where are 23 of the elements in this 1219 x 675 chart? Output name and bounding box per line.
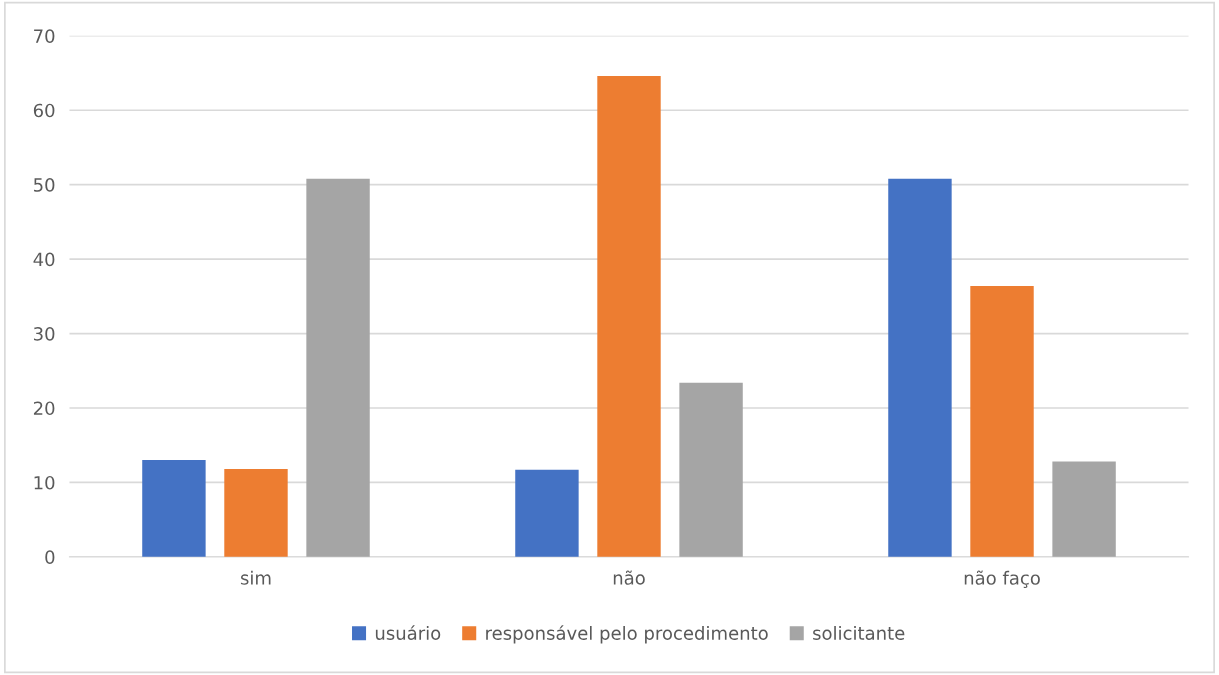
- x-tick-label: não faço: [964, 570, 1040, 588]
- y-tick-label: 10: [34, 475, 55, 490]
- bar: [888, 178, 952, 557]
- x-tick-label: não: [613, 570, 645, 585]
- y-tick-label: 50: [34, 178, 55, 192]
- bar: [306, 178, 370, 557]
- legend-label: responsável pelo procedimento: [486, 625, 768, 644]
- x-tick-label: sim: [240, 570, 271, 585]
- bar: [224, 469, 288, 557]
- bar: [515, 469, 579, 557]
- y-tick-label: 0: [45, 550, 55, 564]
- bar: [1052, 461, 1116, 557]
- bar: [679, 382, 743, 557]
- bar: [597, 75, 661, 557]
- legend-label: usuário: [375, 625, 441, 640]
- bar: [970, 285, 1034, 557]
- y-tick-label: 60: [33, 103, 55, 118]
- y-tick-label: 40: [33, 252, 55, 267]
- bar: [142, 460, 206, 557]
- y-tick-label: 70: [34, 29, 55, 43]
- legend-label: solicitante: [813, 625, 905, 640]
- y-tick-label: 30: [34, 327, 55, 341]
- y-tick-label: 20: [33, 401, 55, 416]
